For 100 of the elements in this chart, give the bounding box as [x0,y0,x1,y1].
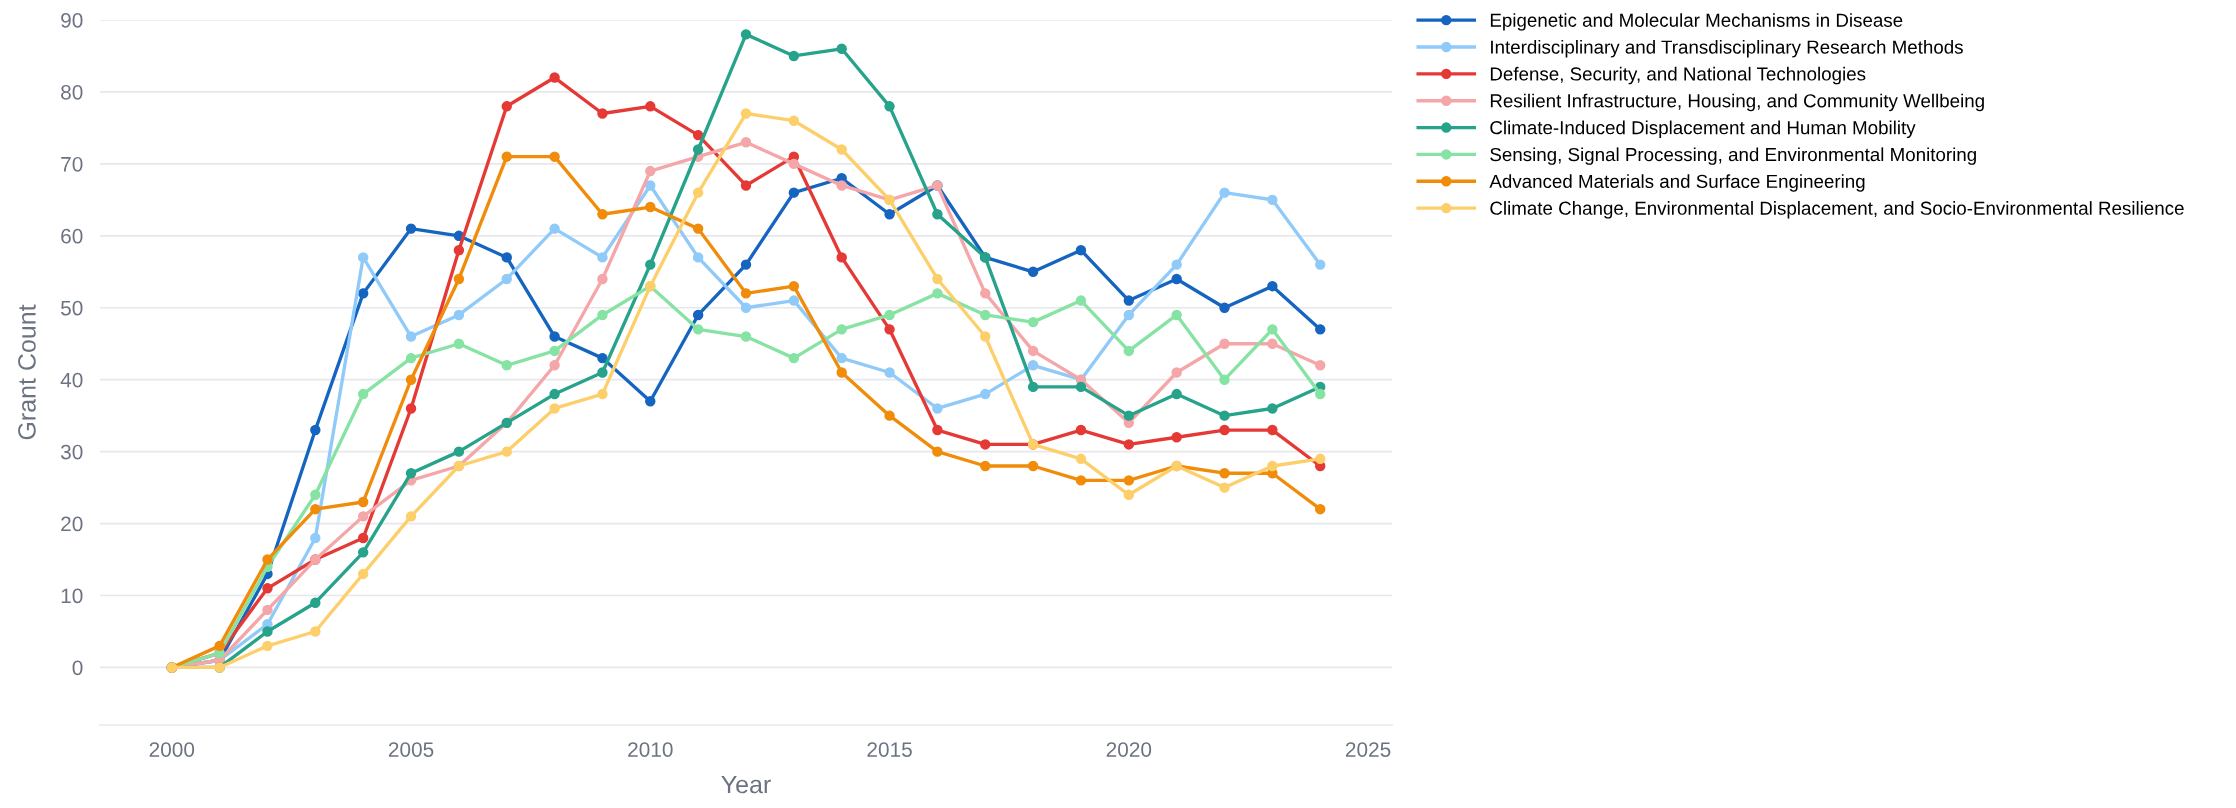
point [1315,360,1326,371]
point [740,108,752,119]
point [501,252,512,263]
point [1027,345,1039,357]
y-tick-label: 50 [61,300,83,316]
point [453,446,465,457]
point [453,338,465,349]
point [501,273,512,285]
point [1027,460,1039,472]
point [980,388,991,400]
point [597,252,608,263]
point [1315,503,1326,515]
point [1171,432,1182,443]
point [310,424,321,436]
point [1267,424,1278,436]
point [1267,403,1278,414]
point [405,403,417,414]
point [1123,475,1135,486]
point [597,309,608,321]
point [549,360,560,371]
point [1315,259,1326,270]
point [740,331,752,342]
point [1267,324,1278,335]
point [597,209,608,220]
point [501,446,512,457]
point [836,367,847,378]
point [1123,489,1135,501]
point [1267,194,1278,206]
point [836,43,847,54]
point [549,151,560,162]
point [740,302,752,313]
point [357,496,369,508]
legend-label: Resilient Infrastructure, Housing, and Community Wellbeing [1490,93,1984,112]
point [692,309,704,321]
point [597,273,608,285]
point [1075,475,1087,486]
point [1027,360,1039,371]
point [1123,410,1135,421]
point [357,388,369,400]
point [501,360,512,371]
point [836,324,847,335]
point [788,280,800,292]
point [597,388,608,400]
point [357,511,369,522]
point [1027,381,1039,393]
point [501,101,512,112]
y-tick-label: 0 [72,660,83,676]
point [549,223,560,234]
point [1027,266,1039,277]
x-tick-label: 2025 [1345,742,1391,757]
point [405,468,417,479]
y-tick-label: 40 [60,372,83,388]
point [1123,309,1135,321]
legend-label: Interdisciplinary and Transdisciplinary Research Methods [1491,39,1963,58]
point [740,29,752,40]
point [836,144,847,155]
point [884,410,895,421]
point [357,532,369,544]
y-axis-title: Grant Count [18,304,36,440]
point [692,324,704,335]
point [932,273,943,285]
point [1267,460,1278,472]
point [453,309,465,321]
point [645,180,656,191]
point [1075,453,1087,465]
point [932,403,943,414]
point [549,331,560,342]
point [1171,367,1182,378]
point [1219,187,1230,198]
x-tick-label: 2015 [867,742,912,757]
point [788,352,800,364]
point [884,209,895,220]
point [980,309,991,321]
point [262,583,273,594]
point [1171,309,1182,321]
point [740,288,752,299]
point [405,374,417,385]
point [645,165,656,177]
legend-label: Climate-Induced Displacement and Human Mobility [1490,120,1916,139]
point [836,252,847,263]
point [692,129,704,141]
point [836,180,847,191]
point [262,640,273,652]
point [1219,424,1230,436]
point [357,288,369,299]
legend-label: Epigenetic and Molecular Mechanisms in Disease [1490,13,1903,31]
point [262,554,273,565]
point [932,288,943,299]
point [692,187,704,198]
point [740,180,752,191]
legend-label: Sensing, Signal Processing, and Environmental Monitoring [1490,147,1976,165]
point [357,547,369,558]
legend-label: Defense, Security, and National Technologies [1490,66,1866,85]
point [597,108,608,119]
point [692,252,704,263]
point [1267,280,1278,292]
point [357,252,369,263]
point [405,352,417,364]
y-tick-label: 90 [61,13,83,28]
y-tick-label: 20 [61,516,83,532]
